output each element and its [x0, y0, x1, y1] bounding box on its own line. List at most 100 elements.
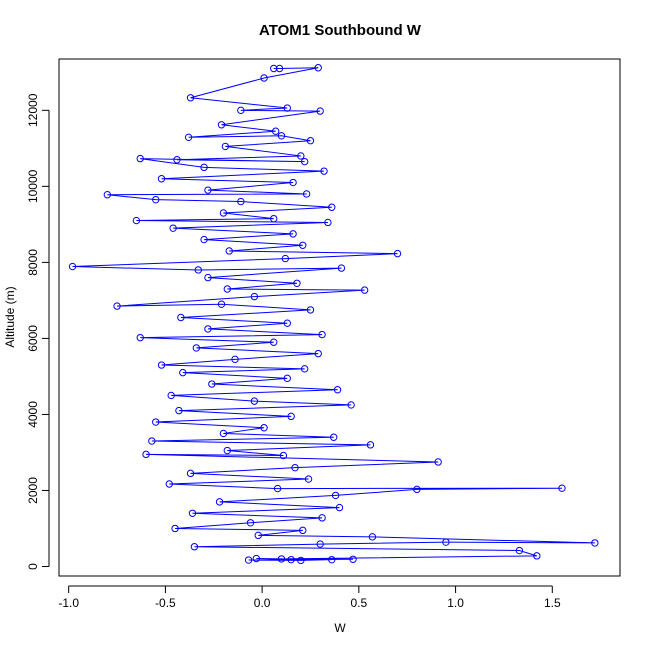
y-axis-label: Altitude (m) — [3, 286, 17, 347]
data-point — [277, 555, 286, 563]
data-point — [299, 241, 307, 249]
data-point — [194, 266, 202, 274]
data-point — [318, 330, 326, 339]
data-point — [252, 554, 261, 563]
data-point — [515, 546, 524, 555]
data-point — [250, 397, 259, 405]
data-point — [293, 279, 301, 287]
data-point — [306, 137, 315, 145]
x-axis-label: W — [334, 621, 346, 635]
data-point — [103, 191, 112, 199]
data-point — [306, 306, 315, 314]
y-tick-label: 4000 — [26, 401, 40, 428]
data-point — [136, 154, 144, 163]
data-point — [221, 142, 230, 151]
data-point — [283, 104, 291, 112]
series-line — [72, 67, 595, 561]
data-point — [279, 451, 288, 460]
data-point — [204, 186, 212, 194]
data-point — [237, 197, 245, 206]
x-tick-label: 1.5 — [544, 596, 561, 610]
data-point — [297, 152, 305, 160]
data-point — [200, 163, 208, 172]
data-point — [299, 526, 307, 535]
data-point — [281, 254, 290, 263]
data-point — [188, 509, 197, 517]
data-point — [184, 133, 193, 142]
data-point — [171, 524, 179, 533]
data-point — [270, 214, 278, 223]
x-tick-label: -0.5 — [155, 596, 176, 610]
data-point — [316, 107, 324, 115]
data-point — [175, 406, 183, 415]
data-point — [173, 156, 181, 164]
data-point — [237, 106, 245, 115]
x-tick-label: 0.0 — [254, 596, 271, 610]
data-point — [287, 555, 295, 564]
data-point — [318, 514, 326, 522]
data-point — [192, 344, 201, 352]
data-point — [246, 519, 255, 527]
data-point — [368, 533, 377, 541]
data-point — [157, 361, 166, 369]
data-point — [208, 380, 216, 388]
y-tick-label: 10000 — [26, 169, 40, 203]
data-point — [533, 552, 541, 560]
y-tick-label: 0 — [26, 563, 40, 570]
data-point — [148, 437, 156, 445]
data-point — [68, 262, 77, 271]
data-point — [225, 247, 233, 255]
data-point — [250, 292, 259, 301]
data-point — [297, 556, 305, 565]
data-point — [152, 195, 160, 204]
data-point — [337, 264, 346, 272]
data-point — [217, 300, 226, 308]
data-point — [558, 484, 566, 492]
data-point — [283, 374, 291, 383]
data-point — [591, 539, 599, 547]
data-point — [300, 157, 309, 166]
data-point — [270, 338, 278, 346]
data-point — [270, 64, 278, 73]
data-point — [442, 538, 450, 546]
data-point — [273, 484, 282, 493]
data-point — [360, 286, 369, 294]
data-point — [142, 450, 150, 459]
data-point — [277, 132, 286, 140]
chart-title: ATOM1 Southbound W — [259, 22, 422, 39]
data-point — [219, 209, 228, 217]
data-point — [347, 401, 355, 409]
data-point — [177, 313, 185, 322]
x-axis: -1.0 -0.5 0.0 0.5 1.0 1.5 — [58, 585, 561, 610]
data-point — [331, 491, 340, 500]
data-point — [254, 531, 262, 540]
y-tick-label: 6000 — [26, 325, 40, 352]
y-tick-label: 2000 — [26, 477, 40, 504]
data-point — [136, 333, 144, 342]
data-point — [223, 285, 232, 293]
data-point — [333, 386, 342, 394]
data-point — [413, 485, 421, 494]
data-point — [434, 458, 442, 466]
x-tick-label: -1.0 — [58, 596, 79, 610]
data-point — [287, 412, 295, 421]
data-point — [314, 64, 322, 72]
data-point — [328, 555, 336, 564]
data-point — [349, 555, 357, 563]
data-point — [260, 424, 268, 432]
data-point — [157, 175, 166, 183]
y-axis: 0 2000 4000 6000 8000 10000 12000 — [26, 93, 50, 570]
data-point — [215, 498, 224, 506]
data-point — [186, 94, 195, 102]
data-point — [223, 446, 232, 455]
data-point — [204, 325, 212, 333]
data-point — [320, 167, 328, 175]
data-point — [271, 127, 280, 135]
data-point — [179, 368, 187, 377]
data-point — [260, 74, 268, 82]
data-point — [283, 319, 291, 327]
data-point — [300, 365, 309, 373]
